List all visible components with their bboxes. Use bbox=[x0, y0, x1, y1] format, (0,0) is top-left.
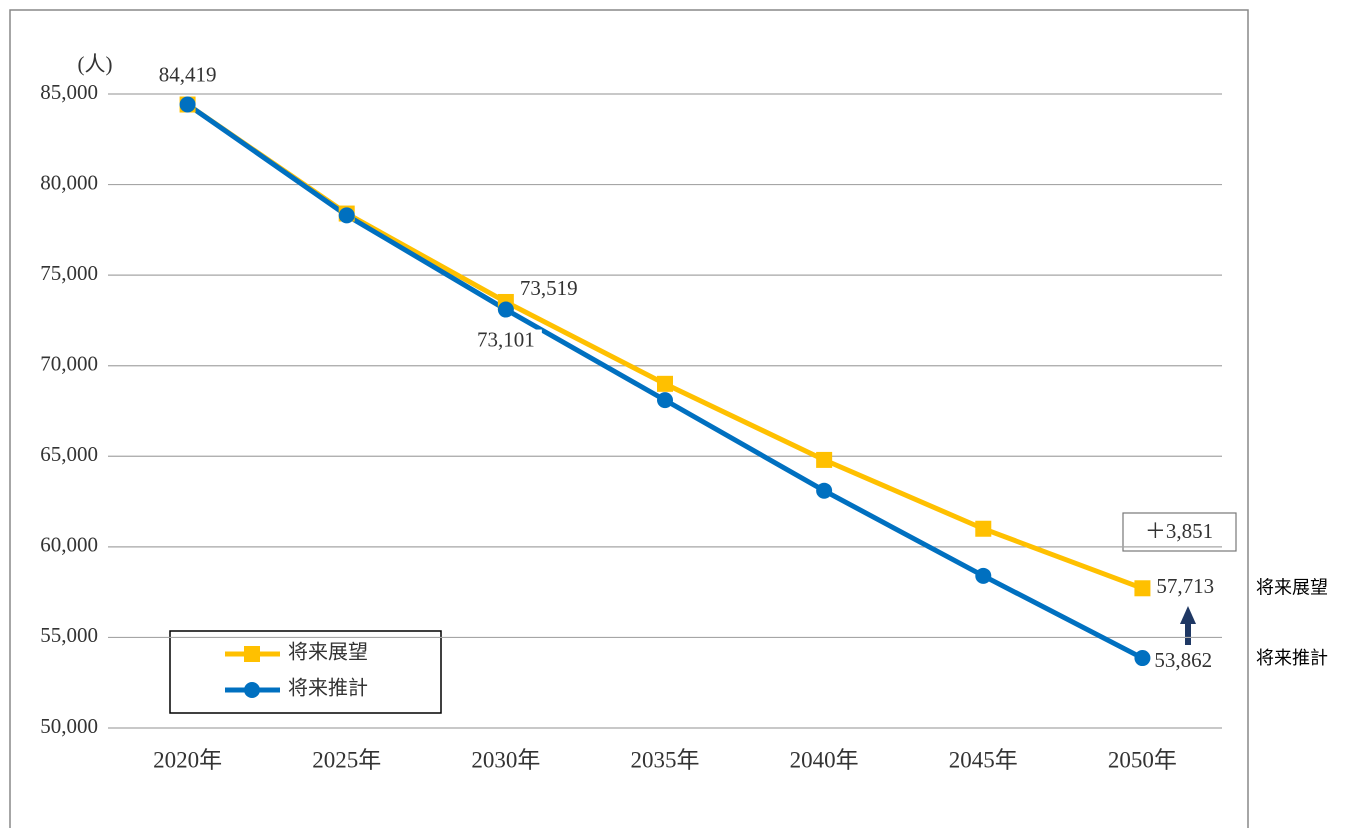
y-tick-label: 80,000 bbox=[40, 170, 98, 194]
legend-marker bbox=[244, 646, 260, 662]
annotation: ＋3,851 bbox=[1145, 519, 1213, 543]
data-point bbox=[816, 482, 833, 499]
series-line bbox=[186, 102, 1144, 591]
x-tick-label: 2040年 bbox=[790, 747, 859, 772]
label-background bbox=[461, 329, 542, 354]
x-tick-label: 2030年 bbox=[471, 747, 540, 772]
y-tick-label: 85,000 bbox=[40, 80, 98, 104]
y-tick-label: 75,000 bbox=[40, 261, 98, 285]
series-end-label: 将来展望 bbox=[1256, 577, 1328, 597]
x-tick-label: 2025年 bbox=[312, 747, 381, 772]
data-point bbox=[975, 567, 992, 584]
data-point bbox=[179, 96, 196, 113]
y-tick-label: 65,000 bbox=[40, 442, 98, 466]
data-label: 84,419 bbox=[159, 62, 217, 86]
data-label: 57,713 bbox=[1156, 574, 1214, 598]
data-point bbox=[1134, 580, 1151, 597]
data-point bbox=[975, 520, 992, 537]
legend-marker bbox=[244, 682, 260, 698]
y-tick-label: 60,000 bbox=[40, 533, 98, 557]
chart-frame bbox=[9, 9, 1249, 828]
legend-box bbox=[169, 630, 442, 714]
x-tick-label: 2020年 bbox=[153, 747, 222, 772]
data-point bbox=[657, 392, 673, 409]
data-label: 73,101 bbox=[477, 327, 535, 351]
x-tick-label: 2035年 bbox=[631, 747, 700, 772]
x-tick-label: 2050年 bbox=[1108, 747, 1177, 772]
data-label: 53,862 bbox=[1154, 648, 1212, 672]
x-tick-label: 2045年 bbox=[949, 747, 1018, 772]
data-point bbox=[1134, 650, 1151, 667]
series-end-label: 将来推計 bbox=[1256, 648, 1328, 668]
legend-label: 将来推計 bbox=[288, 677, 368, 700]
y-tick-label: 55,000 bbox=[40, 623, 98, 647]
data-point bbox=[816, 451, 833, 468]
arrow-head bbox=[1180, 606, 1196, 624]
annotation-box bbox=[1122, 512, 1237, 552]
y-tick-label: 70,000 bbox=[40, 352, 98, 376]
data-point bbox=[338, 207, 355, 224]
data-point bbox=[657, 375, 673, 392]
y-axis-label: (人) bbox=[78, 52, 113, 76]
legend-label: 将来展望 bbox=[288, 641, 368, 664]
y-tick-label: 50,000 bbox=[40, 714, 98, 738]
data-point bbox=[497, 301, 514, 318]
data-label: 73,519 bbox=[520, 276, 578, 300]
